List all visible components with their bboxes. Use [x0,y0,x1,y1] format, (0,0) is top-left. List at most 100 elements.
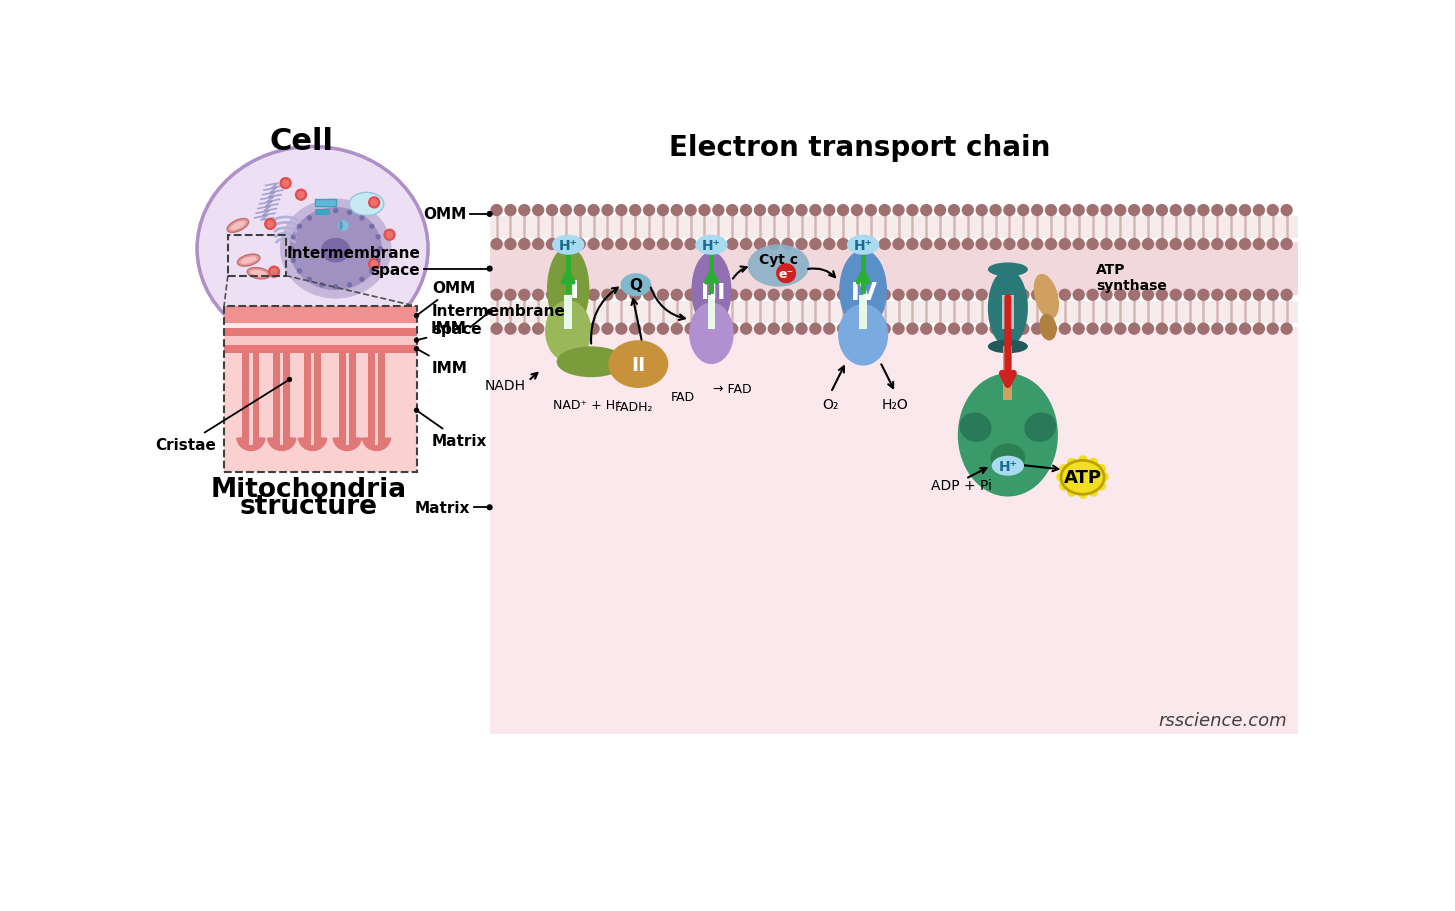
Circle shape [629,205,642,217]
Circle shape [1253,323,1264,335]
Bar [565,295,572,329]
Circle shape [1072,205,1085,217]
Bar [368,353,375,445]
Circle shape [934,205,946,217]
Circle shape [906,290,918,302]
Circle shape [386,231,393,240]
Circle shape [359,216,365,221]
Circle shape [560,239,572,251]
Circle shape [346,282,352,288]
Circle shape [892,239,905,251]
Ellipse shape [959,413,991,443]
Circle shape [796,290,808,302]
Ellipse shape [840,251,888,332]
Text: ADP + Pi: ADP + Pi [931,478,992,493]
Circle shape [989,290,1001,302]
Circle shape [533,205,544,217]
Circle shape [726,239,738,251]
Ellipse shape [196,148,428,352]
Circle shape [297,224,303,230]
Circle shape [698,239,710,251]
Ellipse shape [1039,314,1056,341]
Circle shape [546,239,559,251]
Circle shape [656,205,669,217]
Circle shape [892,323,905,335]
Circle shape [1115,239,1126,251]
Circle shape [796,239,808,251]
Circle shape [741,290,752,302]
Circle shape [768,205,780,217]
Circle shape [1087,323,1099,335]
Circle shape [1238,323,1251,335]
Ellipse shape [551,235,585,255]
Circle shape [671,239,682,251]
Circle shape [1267,239,1279,251]
Bar [224,307,416,473]
Ellipse shape [992,456,1024,476]
Text: Q: Q [630,278,643,293]
Circle shape [505,239,517,251]
Circle shape [698,290,710,302]
Circle shape [851,205,863,217]
Circle shape [1183,205,1196,217]
Circle shape [1100,205,1113,217]
Circle shape [851,239,863,251]
Circle shape [975,323,988,335]
Text: ATP: ATP [1064,469,1101,486]
Circle shape [1225,323,1237,335]
Circle shape [370,224,374,230]
Circle shape [906,239,918,251]
Circle shape [698,323,710,335]
Circle shape [1142,239,1154,251]
Ellipse shape [988,263,1027,277]
Circle shape [1072,323,1085,335]
Circle shape [851,290,863,302]
Circle shape [837,290,850,302]
Circle shape [375,259,381,263]
Circle shape [490,323,503,335]
Circle shape [1238,205,1251,217]
Circle shape [1211,323,1224,335]
Circle shape [268,266,281,279]
Circle shape [297,269,303,274]
Text: IMM: IMM [419,351,469,375]
Circle shape [726,290,738,302]
Circle shape [490,290,503,302]
Circle shape [989,323,1001,335]
Circle shape [271,269,278,276]
Circle shape [588,323,599,335]
Circle shape [560,205,572,217]
Circle shape [1183,290,1196,302]
Circle shape [1045,323,1058,335]
Circle shape [1280,205,1293,217]
Circle shape [671,323,682,335]
Circle shape [368,259,380,271]
Circle shape [1115,205,1126,217]
Ellipse shape [557,347,626,378]
Circle shape [1115,323,1126,335]
Circle shape [962,323,973,335]
Circle shape [1170,205,1181,217]
Text: O₂: O₂ [822,398,840,412]
Circle shape [1087,239,1099,251]
Circle shape [1183,239,1196,251]
Circle shape [768,290,780,302]
Circle shape [629,323,642,335]
Circle shape [1017,290,1030,302]
Circle shape [518,205,531,217]
Circle shape [279,178,292,190]
Circle shape [781,239,794,251]
Text: ATP
synthase: ATP synthase [1097,262,1167,292]
Circle shape [615,239,627,251]
Bar [311,353,314,445]
Text: FAD: FAD [671,391,695,404]
Circle shape [486,266,493,272]
Circle shape [546,205,559,217]
Circle shape [947,205,960,217]
Circle shape [573,239,586,251]
Circle shape [934,290,946,302]
Circle shape [711,290,725,302]
Text: Intermembrane
space: Intermembrane space [419,303,566,340]
Circle shape [1280,239,1293,251]
Circle shape [1155,290,1168,302]
